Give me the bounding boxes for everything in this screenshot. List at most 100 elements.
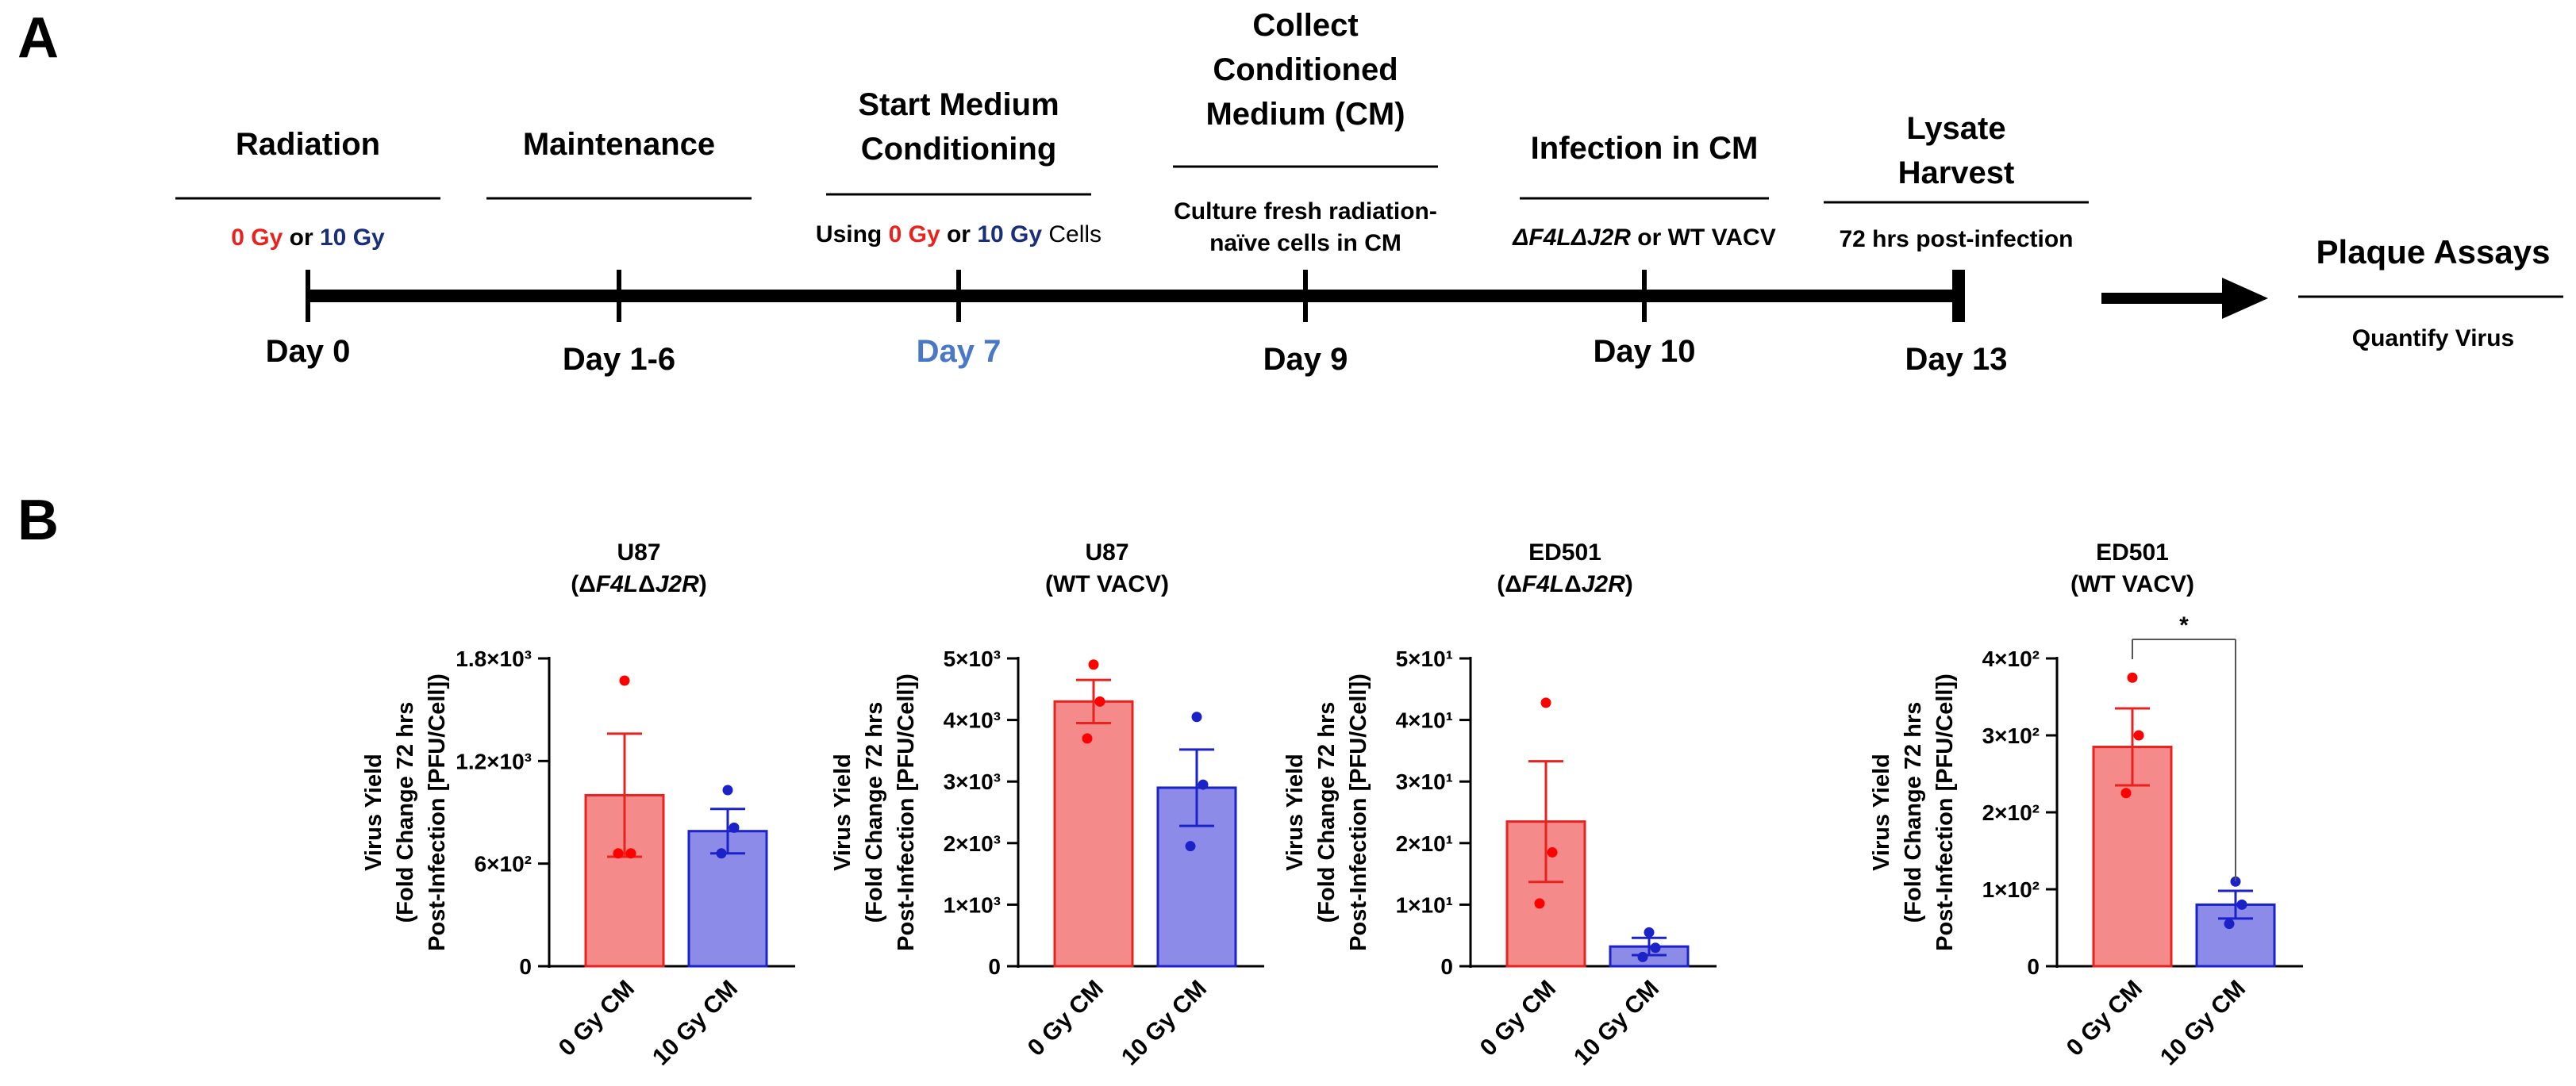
stage-day-label: Day 1-6 bbox=[563, 342, 675, 377]
chart-0: U87 (ΔF4LΔJ2R) Virus Yield (Fold Change 72 … bbox=[361, 539, 795, 1071]
stage-subtitle: 72 hrs post-infection bbox=[1839, 226, 2073, 252]
y-tick-label: 1×10³ bbox=[944, 892, 1001, 917]
title-part: F4L bbox=[596, 571, 638, 597]
subtitle-part: or WT VACV bbox=[1631, 224, 1776, 251]
data-point bbox=[613, 848, 624, 859]
chart-title: U87 bbox=[1085, 539, 1128, 566]
final-title: Plaque Assays bbox=[2316, 233, 2551, 271]
data-point bbox=[1082, 733, 1093, 744]
y-tick-label: 5×10¹ bbox=[1396, 647, 1453, 671]
data-point bbox=[1088, 659, 1099, 670]
data-point bbox=[625, 848, 636, 859]
subtitle-part: 0 Gy bbox=[889, 221, 940, 248]
data-point bbox=[1094, 696, 1105, 707]
y-tick-label: 1×10² bbox=[1982, 877, 2040, 902]
y-tick-label: 4×10³ bbox=[944, 708, 1001, 733]
stage-title: Radiation bbox=[236, 127, 380, 162]
chart-3: ED501 (WT VACV) Virus Yield (Fold Change 72… bbox=[1869, 539, 2303, 1071]
panel-label-a: A bbox=[17, 6, 59, 70]
y-tick-label: 0 bbox=[1440, 954, 1453, 979]
stage-subtitle: 0 Gy or 10 Gy bbox=[231, 224, 385, 251]
subtitle-part: Cells bbox=[1042, 221, 1102, 248]
y-tick-label: 1.8×10³ bbox=[456, 647, 532, 671]
title-part: (Δ bbox=[1497, 571, 1522, 597]
category-label: 0 Gy CM bbox=[2062, 976, 2147, 1061]
significance-star: * bbox=[2179, 612, 2189, 639]
y-axis-title: (Fold Change 72 hrs bbox=[862, 702, 887, 923]
y-axis-title: Virus Yield bbox=[361, 754, 386, 871]
data-point bbox=[722, 785, 733, 796]
subtitle-part: 10 Gy bbox=[320, 224, 385, 251]
stage-title: Medium (CM) bbox=[1205, 97, 1405, 132]
data-point bbox=[2120, 788, 2132, 799]
title-part: J2R bbox=[656, 571, 699, 597]
title-part: Δ bbox=[638, 571, 656, 597]
panel-a-timeline: A Radiation 0 Gy or 10 Gy Day 0 Maintenance D… bbox=[17, 6, 2563, 377]
data-point bbox=[1534, 898, 1545, 909]
data-point bbox=[2230, 876, 2241, 887]
chart-1: U87 (WT VACV) Virus Yield (Fold Change 72 h… bbox=[830, 539, 1264, 1071]
category-label: 10 Gy CM bbox=[648, 976, 743, 1071]
y-tick-label: 0 bbox=[519, 954, 532, 979]
y-tick-label: 3×10¹ bbox=[1396, 769, 1453, 794]
final-arrow-head bbox=[2222, 278, 2268, 319]
stage-subtitle: Using 0 Gy or 10 Gy Cells bbox=[816, 221, 1102, 248]
data-point bbox=[729, 822, 740, 833]
y-axis-title: (Fold Change 72 hrs bbox=[393, 702, 418, 923]
stage-subtitle: Culture fresh radiation- bbox=[1174, 198, 1437, 224]
data-point bbox=[1191, 712, 1202, 723]
stage-subtitle: naïve cells in CM bbox=[1209, 230, 1401, 256]
chart-title: (ΔF4LΔJ2R) bbox=[571, 571, 707, 597]
subtitle-part: 72 hrs post-infection bbox=[1839, 226, 2073, 252]
data-point bbox=[1198, 779, 1209, 790]
title-part: Δ bbox=[1564, 571, 1582, 597]
category-label: 0 Gy CM bbox=[1475, 976, 1561, 1061]
stage-day-label: Day 13 bbox=[1905, 342, 2008, 377]
category-label: 10 Gy CM bbox=[1569, 976, 1664, 1071]
subtitle-part: or bbox=[283, 224, 320, 251]
stage-title: Infection in CM bbox=[1531, 131, 1759, 166]
data-point bbox=[1637, 951, 1648, 962]
stage-title: Harvest bbox=[1898, 155, 2015, 190]
title-part: ) bbox=[1625, 571, 1633, 597]
final-subtitle: Quantify Virus bbox=[2352, 325, 2515, 351]
y-axis-title: Post-Infection [PFU/Cell]) bbox=[1932, 673, 1958, 951]
stage-day-label: Day 10 bbox=[1594, 334, 1696, 369]
data-point bbox=[1540, 697, 1551, 708]
subtitle-part: 10 Gy bbox=[977, 221, 1042, 248]
stage-title: Lysate bbox=[1906, 111, 2005, 146]
y-tick-label: 3×10² bbox=[1982, 723, 2040, 748]
chart-title: (WT VACV) bbox=[2070, 571, 2194, 597]
y-axis-title: (Fold Change 72 hrs bbox=[1314, 702, 1340, 923]
stage-title: Maintenance bbox=[523, 127, 715, 162]
y-axis-title: (Fold Change 72 hrs bbox=[1901, 702, 1926, 923]
y-tick-label: 1.2×10³ bbox=[456, 749, 532, 773]
y-tick-label: 4×10² bbox=[1982, 647, 2040, 671]
chart-title: ED501 bbox=[2096, 539, 2169, 566]
y-axis-title: Post-Infection [PFU/Cell]) bbox=[894, 673, 919, 951]
data-point bbox=[716, 848, 727, 859]
panel-label-b: B bbox=[17, 489, 59, 552]
chart-title: U87 bbox=[617, 539, 660, 566]
category-label: 10 Gy CM bbox=[2155, 976, 2251, 1071]
category-label: 0 Gy CM bbox=[1023, 976, 1109, 1061]
title-part: F4L bbox=[1522, 571, 1564, 597]
category-label: 10 Gy CM bbox=[1117, 976, 1212, 1071]
stage-subtitle: ΔF4LΔJ2R or WT VACV bbox=[1512, 224, 1775, 251]
y-tick-label: 2×10¹ bbox=[1396, 831, 1453, 856]
y-tick-label: 0 bbox=[2027, 954, 2040, 979]
y-tick-label: 3×10³ bbox=[944, 769, 1001, 794]
y-tick-label: 0 bbox=[988, 954, 1001, 979]
chart-title: (WT VACV) bbox=[1045, 571, 1169, 597]
category-label: 0 Gy CM bbox=[554, 976, 640, 1061]
data-point bbox=[2236, 899, 2247, 910]
y-tick-label: 4×10¹ bbox=[1396, 708, 1453, 733]
title-part: (Δ bbox=[571, 571, 596, 597]
chart-title: ED501 bbox=[1528, 539, 1601, 566]
title-part: J2R bbox=[1582, 571, 1625, 597]
data-point bbox=[2127, 672, 2138, 683]
y-tick-label: 2×10³ bbox=[944, 831, 1001, 856]
subtitle-part: Using bbox=[816, 221, 889, 248]
y-tick-label: 5×10³ bbox=[944, 647, 1001, 671]
